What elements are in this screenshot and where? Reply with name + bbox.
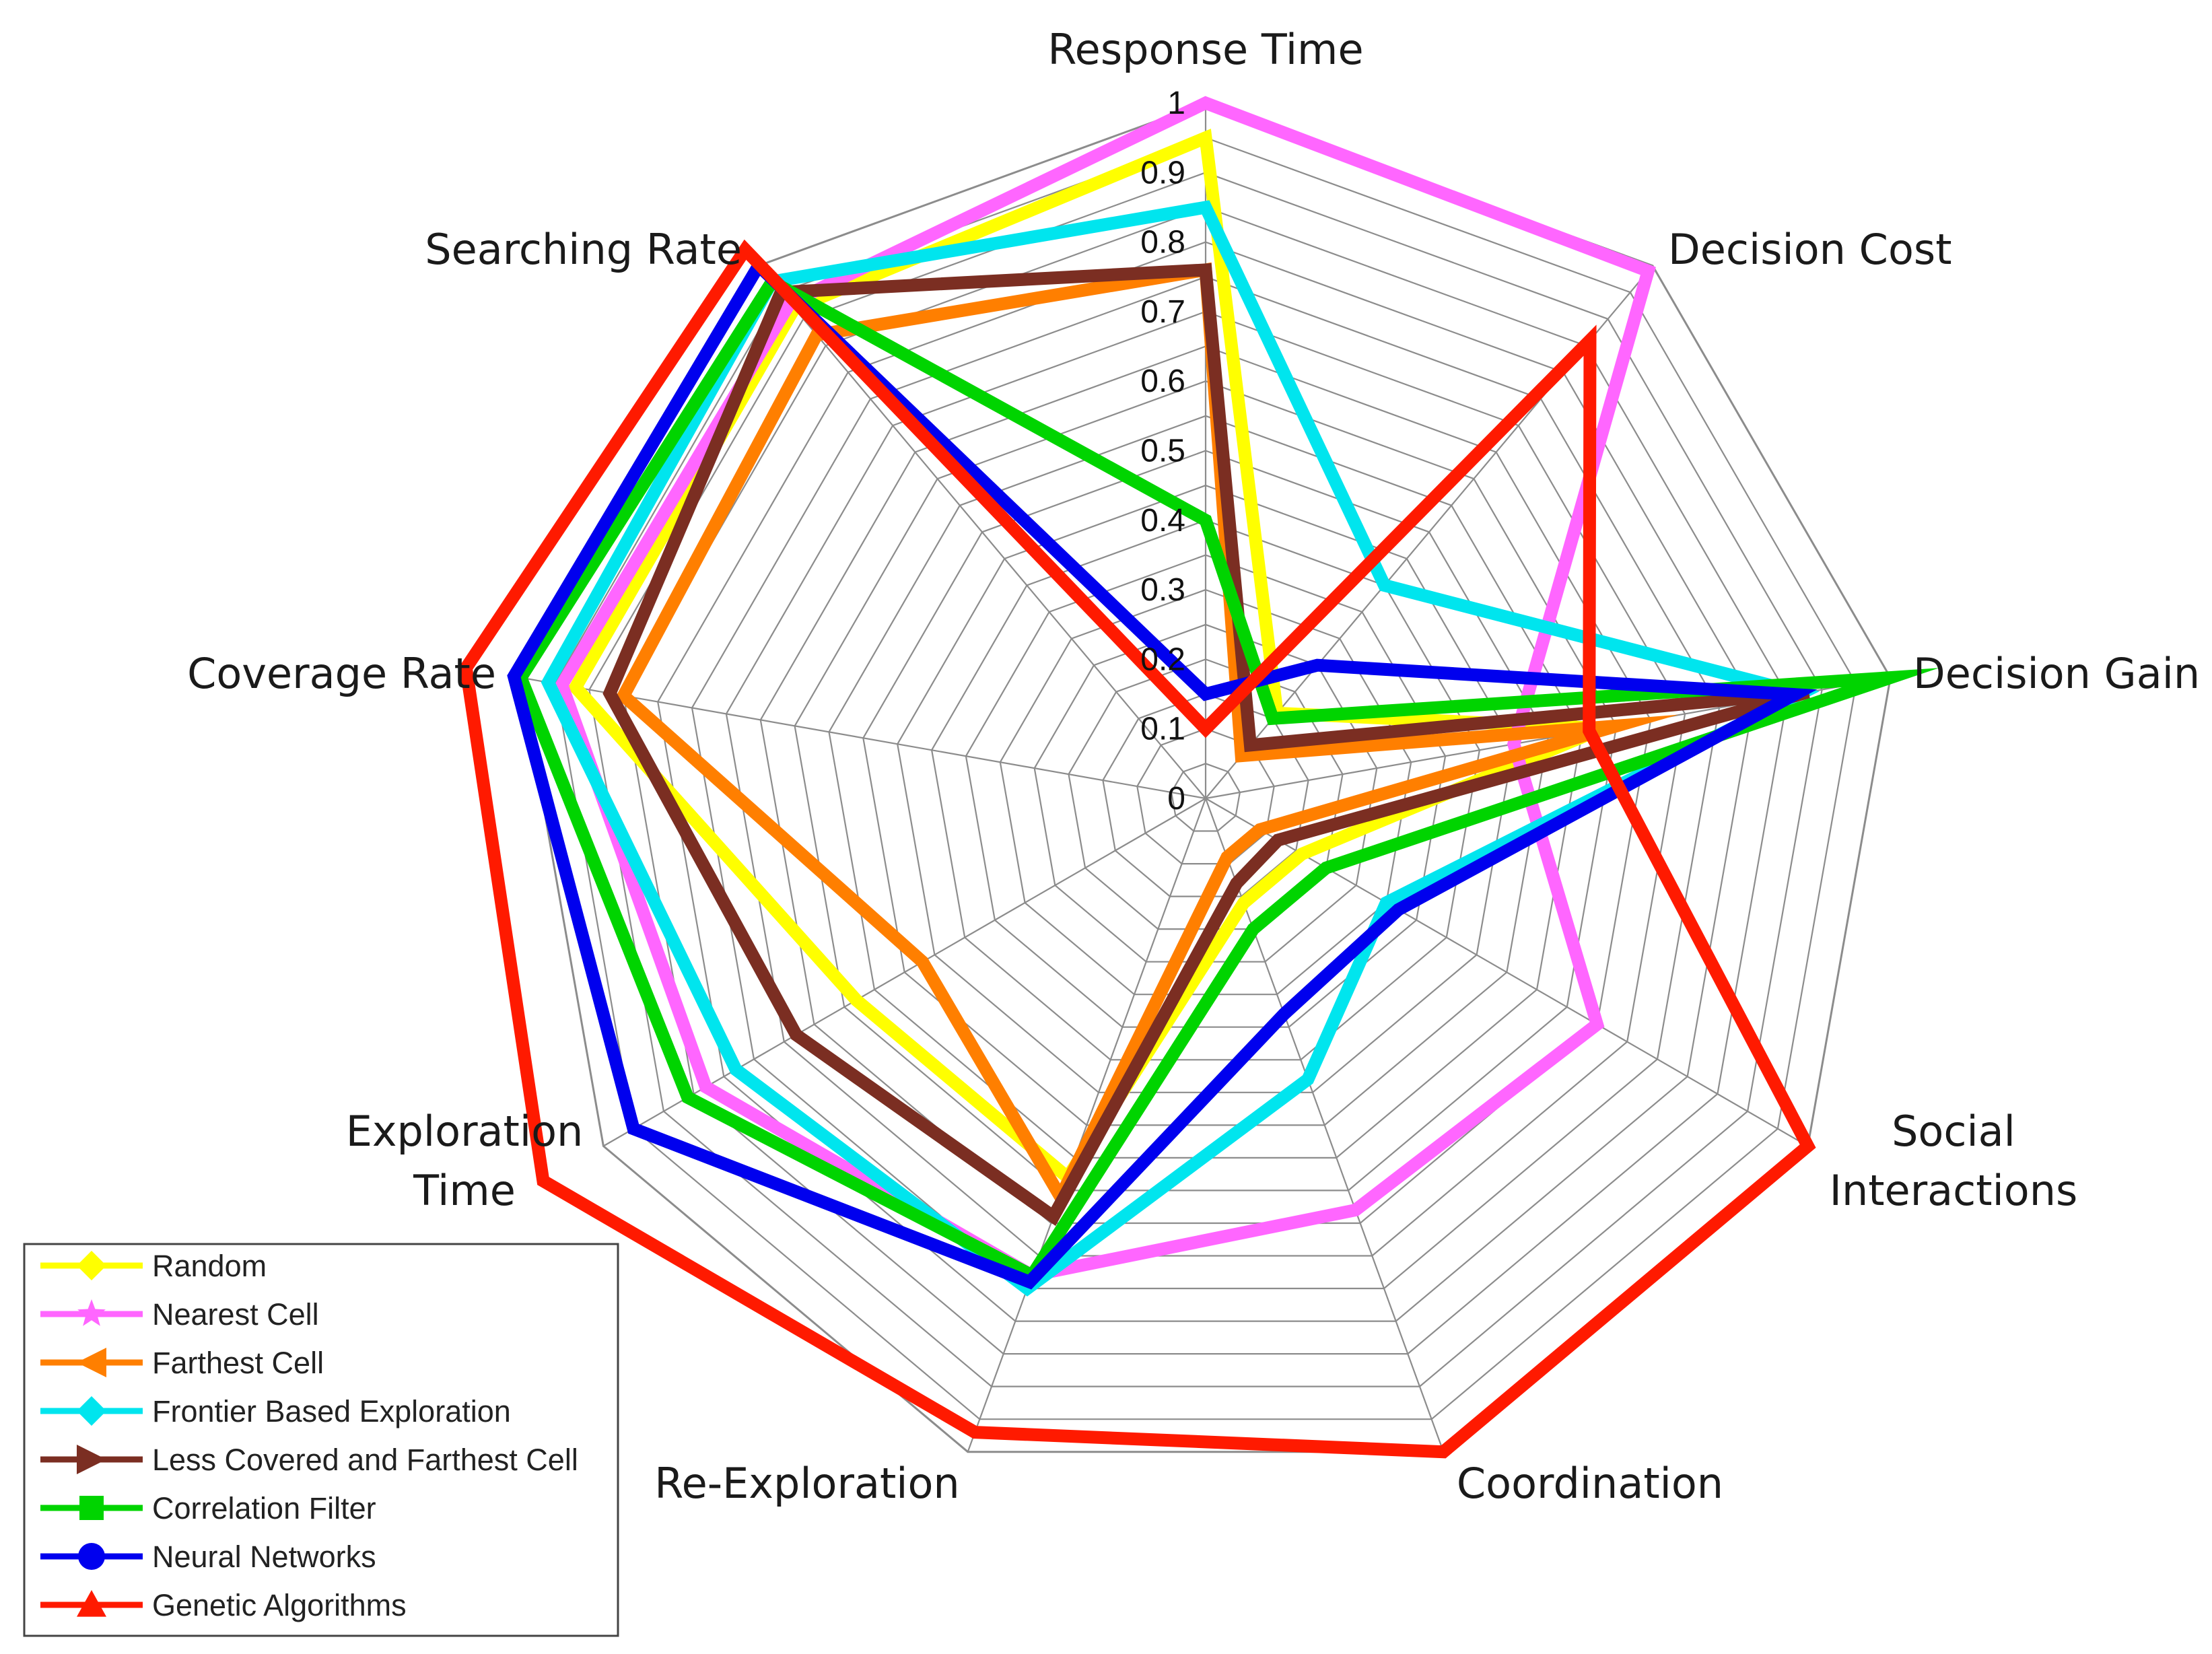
- tick-label: 1: [1167, 85, 1185, 121]
- legend-label: Correlation Filter: [152, 1491, 376, 1525]
- axis-label-response-time: Response Time: [1047, 25, 1363, 74]
- legend-label: Genetic Algorithms: [152, 1588, 407, 1622]
- legend-label: Random: [152, 1249, 267, 1283]
- grid-ring: [1136, 728, 1275, 865]
- axis-spoke-searching-rate: [758, 265, 1206, 799]
- axis-label-re-exploration: Re-Exploration: [654, 1459, 959, 1508]
- grid-ring: [794, 380, 1618, 1192]
- tick-label: 0.1: [1140, 712, 1185, 747]
- legend-item-correlation-filter: Correlation Filter: [40, 1491, 376, 1525]
- axis-label-searching-rate: Searching Rate: [425, 225, 742, 274]
- legend-marker-diamond: [77, 1396, 106, 1426]
- series-line-neural-networks: [507, 255, 1818, 1290]
- axis-label-social-interactions: Social Interactions: [1830, 1107, 2078, 1215]
- legend-item-random: Random: [40, 1249, 267, 1283]
- legend-label: Frontier Based Exploration: [152, 1394, 511, 1428]
- axis-spoke-re-exploration: [967, 798, 1207, 1453]
- axis-label-decision-cost: Decision Cost: [1668, 225, 1952, 274]
- legend-item-frontier-based-exploration: Frontier Based Exploration: [40, 1394, 511, 1428]
- tick-label: 0.9: [1140, 155, 1185, 191]
- series-line-genetic-algorithms: [459, 239, 1816, 1459]
- series-line-farthest-cell: [615, 262, 1679, 1211]
- grid-ring: [554, 137, 1857, 1420]
- tick-label: 0: [1167, 781, 1185, 817]
- axis-label-coverage-rate: Coverage Rate: [187, 649, 496, 698]
- legend-label: Farthest Cell: [152, 1346, 324, 1380]
- grid-ring: [965, 554, 1447, 1028]
- tick-label: 0.2: [1140, 642, 1185, 677]
- grid-ring: [725, 310, 1686, 1257]
- legend-marker-square: [79, 1496, 104, 1520]
- legend-label: Nearest Cell: [152, 1297, 319, 1332]
- grid-ring: [862, 450, 1549, 1126]
- legend-label: Neural Networks: [152, 1540, 376, 1574]
- axis-labels: Response Time Decision Cost Decision Gain S…: [187, 25, 2200, 1508]
- tick-label: 0.8: [1140, 225, 1185, 261]
- legend-marker-triangle-up: [77, 1590, 106, 1617]
- legend-item-genetic-algorithms: Genetic Algorithms: [40, 1588, 407, 1622]
- axis-label-coordination: Coordination: [1457, 1459, 1723, 1508]
- legend-item-neural-networks: Neural Networks: [40, 1540, 376, 1574]
- series-line-less-covered-and-farthest-cell: [602, 263, 1810, 1227]
- legend-marker-diamond: [77, 1251, 106, 1280]
- tick-label: 0.3: [1140, 572, 1185, 608]
- legend-marker-triangle-right: [77, 1445, 106, 1474]
- legend-marker-star: [77, 1299, 106, 1326]
- tick-label: 0.5: [1140, 434, 1185, 469]
- tick-label: 0.7: [1140, 294, 1185, 330]
- grid-ring: [691, 276, 1721, 1290]
- legend-item-less-covered-and-farthest-cell: Less Covered and Farthest Cell: [40, 1443, 578, 1477]
- grid-ring: [1170, 763, 1241, 832]
- tick-labels: 0 0.1 0.2 0.3 0.4 0.5 0.6 0.7 0.8 0.9 1: [1140, 85, 1185, 817]
- legend-box: [23, 1243, 619, 1637]
- grid-ring: [623, 206, 1789, 1355]
- legend-label: Less Covered and Farthest Cell: [152, 1443, 578, 1477]
- legend-item-nearest-cell: Nearest Cell: [40, 1297, 319, 1332]
- legend-marker-triangle-left: [77, 1348, 106, 1377]
- axis-label-exploration-time: Exploration Time: [346, 1107, 584, 1215]
- series-line-nearest-cell: [555, 96, 1656, 1282]
- legend: Random Nearest Cell Farthest Cell Frontier …: [23, 1243, 619, 1637]
- series-line-correlation-filter: [514, 273, 1939, 1284]
- tick-label: 0.6: [1140, 364, 1185, 399]
- legend-marker-circle: [78, 1543, 105, 1570]
- grid-ring: [759, 345, 1652, 1225]
- legend-item-farthest-cell: Farthest Cell: [40, 1346, 324, 1380]
- axis-label-decision-gain: Decision Gain: [1913, 649, 2200, 698]
- tick-label: 0.4: [1140, 503, 1185, 539]
- series-lines: [459, 96, 1939, 1459]
- grid-ring: [657, 241, 1754, 1322]
